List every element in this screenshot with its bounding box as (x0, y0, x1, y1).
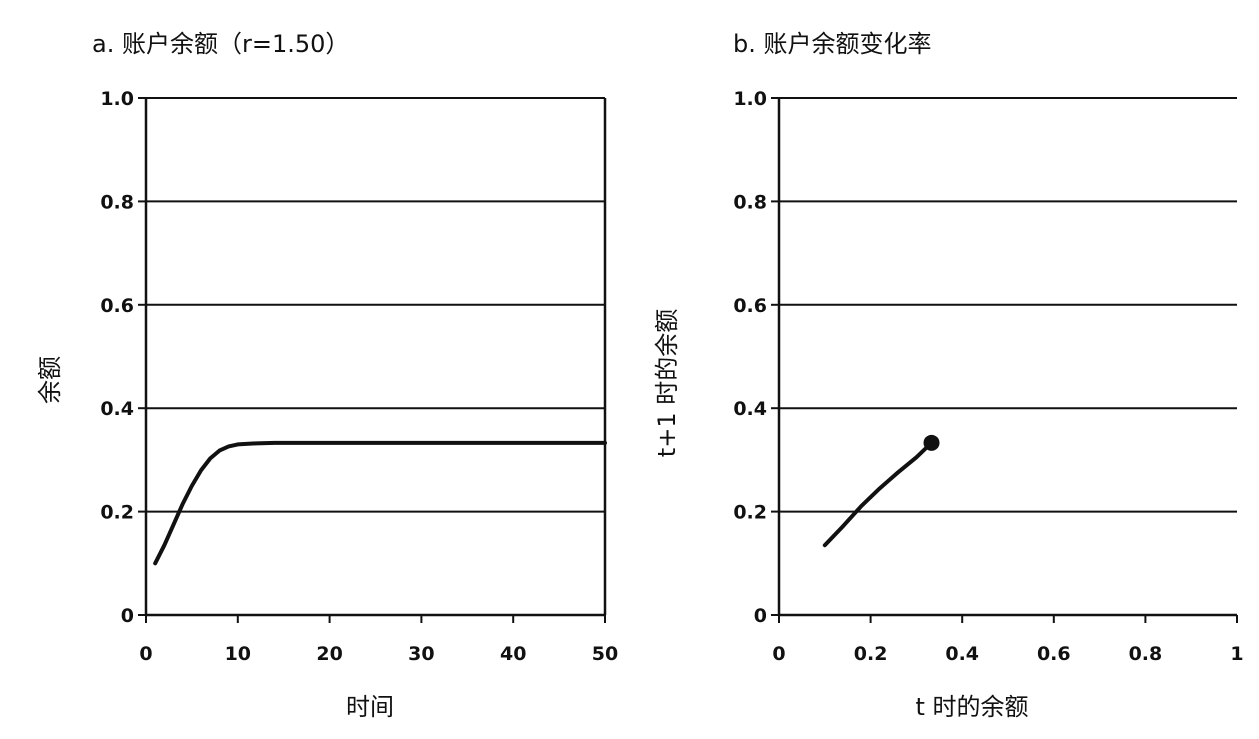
x-tick-label: 0 (139, 643, 152, 665)
y-tick-label: 0.2 (100, 502, 134, 524)
x-tick-label: 0 (772, 643, 785, 665)
y-tick-label: 1.0 (100, 88, 134, 110)
panel-a-balance-line (153, 440, 607, 566)
y-tick-label: 0.2 (733, 502, 767, 524)
panel-b-x-ticks: 0 0.2 0.4 0.6 0.8 1 (772, 615, 1244, 665)
panel-a-gridlines (146, 97, 605, 513)
panel-a-x-ticks: 0 10 20 30 40 50 (139, 615, 618, 665)
x-tick-label: 0.8 (1129, 643, 1163, 665)
panel-b-x-label: t 时的余额 (915, 693, 1028, 721)
panel-a-y-ticks: 0 0.2 0.4 0.6 0.8 1.0 (100, 88, 146, 627)
y-tick-label: 0 (121, 605, 134, 627)
x-tick-label: 0.4 (945, 643, 979, 665)
x-tick-label: 50 (592, 643, 618, 665)
x-tick-label: 0.2 (854, 643, 888, 665)
y-tick-label: 0.4 (733, 398, 767, 420)
x-tick-label: 1 (1230, 643, 1243, 665)
y-tick-label: 0.6 (733, 295, 767, 317)
y-tick-label: 0.8 (100, 191, 134, 213)
panel-b-y-ticks: 0 0.2 0.4 0.6 0.8 1.0 (733, 88, 779, 627)
x-tick-label: 0.6 (1037, 643, 1071, 665)
y-tick-label: 0.4 (100, 398, 134, 420)
x-tick-label: 40 (500, 643, 526, 665)
panel-a: a. 账户余额（r=1.50） 0 0.2 0.4 0.6 0.8 1.0 0 10 20 30… (36, 30, 618, 721)
y-tick-label: 1.0 (733, 88, 767, 110)
panel-a-x-label: 时间 (346, 693, 394, 721)
panel-b-rate-line (822, 440, 934, 548)
x-tick-label: 30 (408, 643, 434, 665)
panel-a-y-label: 余额 (36, 356, 64, 404)
y-tick-label: 0.6 (100, 295, 134, 317)
x-tick-label: 20 (316, 643, 342, 665)
x-tick-label: 10 (225, 643, 251, 665)
panel-b: b. 账户余额变化率 0 0.2 0.4 0.6 0.8 1.0 0 0.2 0.4 0.6 0.… (653, 30, 1244, 721)
y-tick-label: 0 (754, 605, 767, 627)
panel-a-title: a. 账户余额（r=1.50） (92, 30, 349, 58)
panel-b-y-label: t+1 时的余额 (653, 309, 681, 457)
panel-b-end-point (923, 434, 940, 451)
panel-b-title: b. 账户余额变化率 (733, 30, 932, 58)
panel-b-gridlines (779, 97, 1237, 513)
y-tick-label: 0.8 (733, 191, 767, 213)
